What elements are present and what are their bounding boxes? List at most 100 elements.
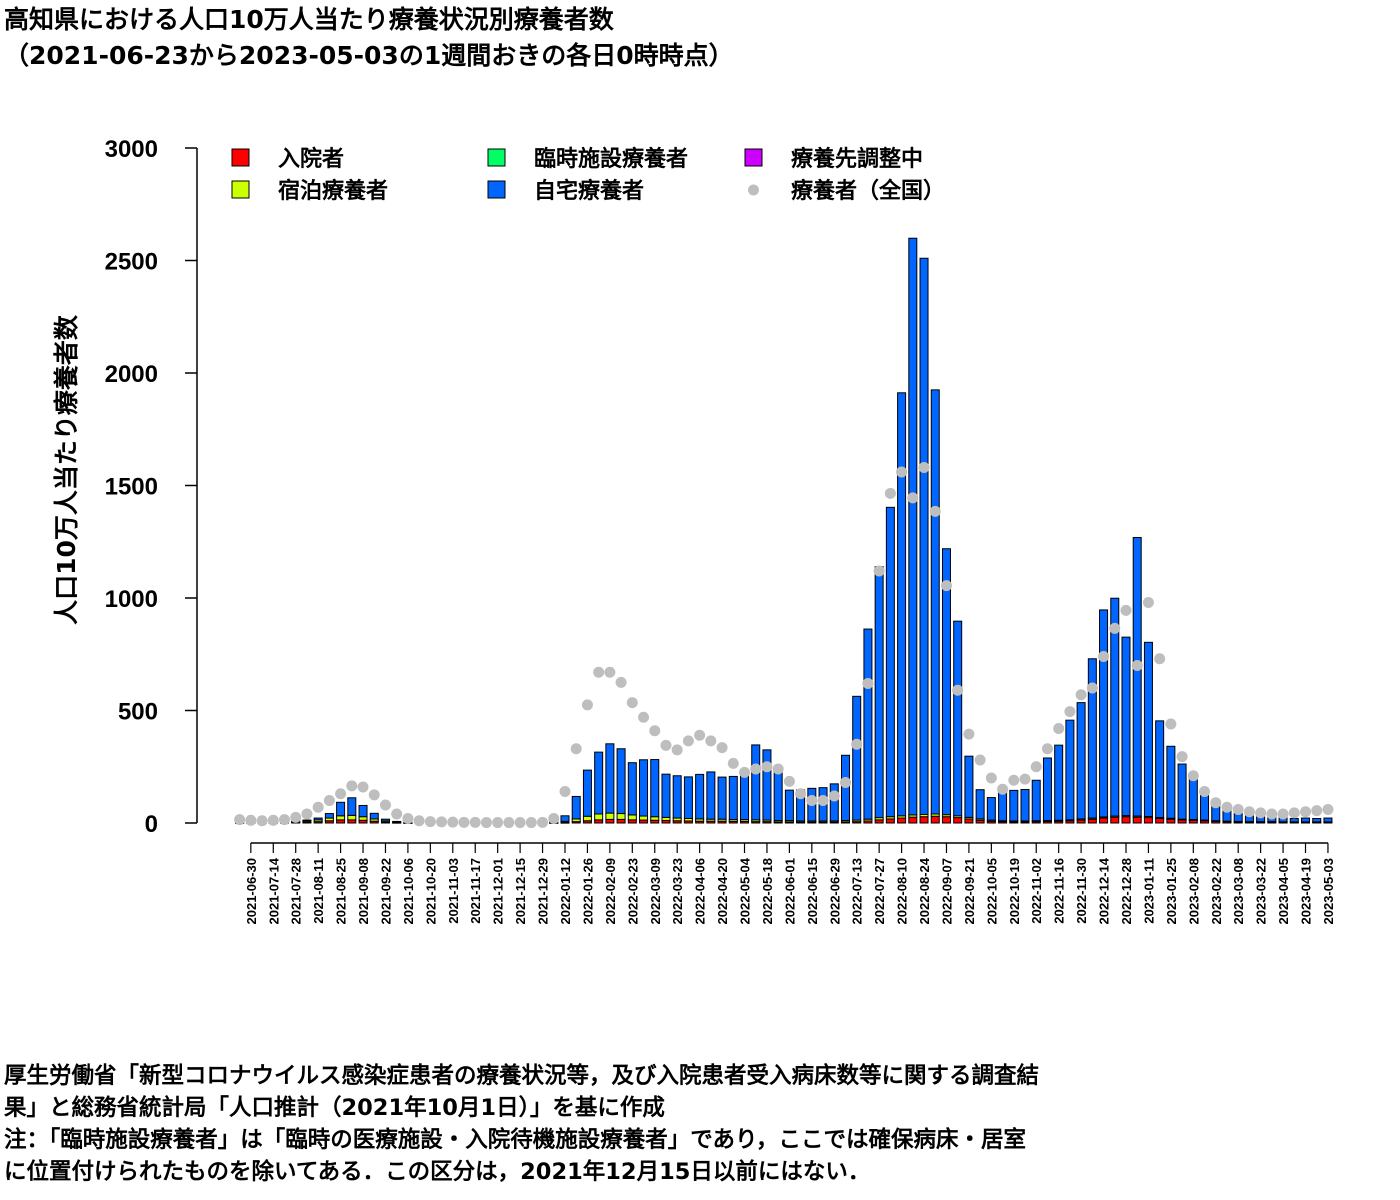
x-tick-label: 2021-09-08 <box>356 858 371 925</box>
national-dot <box>750 763 762 775</box>
x-tick-label: 2021-07-14 <box>266 857 281 924</box>
bar-home <box>751 744 761 821</box>
bar-hospital <box>605 818 615 824</box>
national-dot <box>581 699 593 711</box>
bar-home <box>986 797 996 821</box>
bar-home <box>1155 720 1165 819</box>
national-dot <box>1311 805 1323 817</box>
x-tick-label: 2022-07-13 <box>850 858 865 925</box>
footnote-line-3: 注：「臨時施設療養者」は「臨時の医療施設・入院待機施設療養者」であり，ここでは確… <box>4 1127 1026 1153</box>
national-dot <box>413 815 425 827</box>
bar-home <box>941 548 951 816</box>
national-dot <box>918 462 930 473</box>
national-dot <box>357 781 369 793</box>
national-dot <box>1210 797 1222 809</box>
bar-home <box>1031 779 1041 822</box>
national-dot <box>1232 804 1244 815</box>
x-tick-label: 2021-11-17 <box>468 858 483 924</box>
legend-label: 療養先調整中 <box>791 146 923 172</box>
bar-home <box>762 749 772 821</box>
national-dot <box>896 466 908 478</box>
bar-home <box>852 695 862 821</box>
x-tick-label: 2022-09-07 <box>939 858 954 925</box>
legend-item-hospital: 入院者 <box>231 146 344 172</box>
national-dot <box>727 757 739 769</box>
national-dot <box>1187 770 1199 782</box>
national-dot <box>1053 723 1065 734</box>
national-dot <box>1322 804 1334 815</box>
bar-hospital <box>919 816 929 824</box>
bar-hotel <box>616 813 626 820</box>
bar-home <box>964 755 974 818</box>
legend-swatch <box>748 184 759 196</box>
y-tick-label: 2000 <box>105 361 158 388</box>
bar-hospital <box>1132 816 1142 824</box>
legend-item-adjusting: 療養先調整中 <box>744 146 923 172</box>
national-dot <box>1086 682 1098 694</box>
bar-hospital <box>616 818 626 824</box>
bar-home <box>897 392 907 817</box>
national-dot <box>1199 786 1211 797</box>
bar-home <box>324 813 334 819</box>
bar-hotel <box>605 812 615 820</box>
bar-home <box>1200 794 1210 821</box>
chart-title: 高知県における人口10万人当たり療養状況別療養者数 <box>4 5 614 34</box>
national-dot <box>548 813 560 824</box>
bar-home <box>1065 719 1075 821</box>
x-tick-label: 2021-12-15 <box>513 858 528 925</box>
national-dot <box>638 711 650 723</box>
bar-home <box>627 762 637 816</box>
x-tick-label: 2022-11-02 <box>1029 858 1044 924</box>
national-dot <box>907 492 919 504</box>
bar-home <box>784 789 794 822</box>
national-dot <box>1131 660 1143 671</box>
footnote: 厚生労働省「新型コロナウイルス感染症患者の療養状況等，及び入院患者受入病床数等に… <box>4 1060 1396 1188</box>
bar-home <box>953 620 963 817</box>
bar-series <box>235 237 1333 824</box>
x-tick-label: 2022-10-19 <box>1007 858 1022 925</box>
national-dot <box>783 775 795 787</box>
legend-label: 臨時施設療養者 <box>534 146 688 172</box>
national-dot <box>379 799 391 811</box>
national-dot <box>1041 743 1053 755</box>
bar-home <box>650 759 660 818</box>
bar-home <box>930 389 940 815</box>
bar-home <box>1020 788 1030 822</box>
national-dot <box>1255 807 1267 819</box>
footnote-line-2: 果」と総務省統計局「人口推計（2021年10月1日）」を基に作成 <box>4 1095 665 1121</box>
bar-home <box>1188 776 1198 821</box>
x-tick-label: 2022-11-30 <box>1074 858 1089 924</box>
footnote-line-1: 厚生労働省「新型コロナウイルス感染症患者の療養状況等，及び入院患者受入病床数等に… <box>4 1063 1040 1089</box>
x-tick-label: 2022-01-12 <box>558 858 573 925</box>
bar-home <box>1087 658 1097 819</box>
bar-home <box>1099 609 1109 818</box>
x-tick-label: 2023-05-03 <box>1321 858 1336 925</box>
national-dot <box>626 697 638 709</box>
national-dot <box>1277 808 1289 820</box>
bar-home <box>1110 597 1120 817</box>
y-tick-label: 1000 <box>105 586 158 613</box>
national-dot <box>301 808 313 820</box>
national-dot <box>503 817 515 829</box>
bar-hotel <box>347 814 357 821</box>
bar-home <box>683 776 693 819</box>
bar-home <box>358 804 368 818</box>
bar-home <box>695 773 705 820</box>
bar-hospital <box>930 815 940 824</box>
national-dot <box>1221 801 1233 813</box>
bar-hotel <box>336 815 346 821</box>
x-tick-label: 2021-12-29 <box>536 858 551 925</box>
x-tick-label: 2021-11-03 <box>446 858 461 924</box>
x-tick-label: 2021-12-01 <box>491 858 506 925</box>
y-axis-label: 人口10万人当たり療養者数 <box>52 314 81 625</box>
national-dot <box>267 814 279 826</box>
bar-hotel <box>639 815 649 821</box>
x-tick-label: 2022-11-16 <box>1052 858 1067 924</box>
bar-hotel <box>358 816 368 821</box>
x-tick-label: 2022-05-04 <box>738 857 753 924</box>
x-tick-label: 2022-02-23 <box>625 858 640 925</box>
legend-label: 療養者（全国） <box>791 178 945 204</box>
bar-hospital <box>885 818 895 824</box>
national-dot <box>469 816 481 828</box>
